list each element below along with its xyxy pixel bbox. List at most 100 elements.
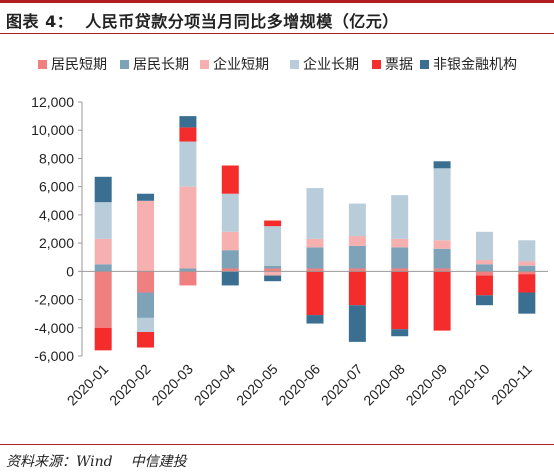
- x-tick-label: 2020-01: [64, 361, 112, 409]
- legend-label: 居民短期: [51, 56, 107, 72]
- title-text: 人民币贷款分项当月同比多增规模（亿元）: [85, 12, 399, 31]
- bar-segment: [221, 250, 239, 269]
- bar-segment: [137, 317, 155, 333]
- y-tick-label: 6,000: [39, 179, 74, 195]
- y-tick-label: -2,000: [34, 292, 74, 308]
- bar-segment: [306, 268, 324, 272]
- legend-swatch: [120, 60, 129, 69]
- x-tick-label: 2020-07: [318, 361, 366, 409]
- legend-label: 居民长期: [133, 56, 189, 72]
- y-tick-label: 4,000: [39, 207, 74, 223]
- bar-segment: [348, 305, 366, 342]
- stacked-bar-chart: 居民短期 居民长期 企业短期 企业长期 票据 非银金融机构 -6,000 -4,000 -2,…: [31, 56, 548, 409]
- bar-segment: [391, 271, 409, 330]
- bar-segment: [94, 202, 112, 239]
- source-org: 中信建投: [130, 454, 187, 470]
- bar-segment: [306, 247, 324, 269]
- y-tick-label: 10,000: [31, 122, 74, 138]
- footer: 资料来源：Wind 中信建投: [0, 444, 554, 474]
- figure-label: 图表 4：: [6, 12, 74, 31]
- bar-segment: [391, 329, 409, 337]
- bar-segment: [518, 271, 536, 275]
- title-bar: 图表 4： 人民币贷款分项当月同比多增规模（亿元）: [0, 0, 554, 34]
- bar-segment: [348, 236, 366, 246]
- bar-segment: [264, 226, 282, 266]
- legend-swatch: [420, 60, 429, 69]
- x-tick-label: 2020-06: [275, 361, 323, 409]
- x-axis: 2020-012020-022020-032020-042020-052020-…: [64, 270, 548, 409]
- bar-segment: [264, 271, 282, 276]
- bars: [94, 116, 536, 351]
- bar-segment: [221, 271, 239, 286]
- bar-segment: [179, 271, 197, 286]
- legend-swatch: [38, 60, 47, 69]
- y-tick-label: 8,000: [39, 150, 74, 166]
- bar-segment: [179, 186, 197, 269]
- bar-segment: [475, 275, 493, 296]
- legend: 居民短期 居民长期 企业短期 企业长期 票据 非银金融机构: [38, 56, 517, 72]
- bar-segment: [518, 240, 536, 262]
- bar-segment: [518, 265, 536, 272]
- bar-segment: [348, 203, 366, 237]
- legend-swatch: [200, 60, 209, 69]
- bar-segment: [433, 240, 451, 249]
- bar-segment: [391, 268, 409, 272]
- bar-segment: [518, 292, 536, 314]
- source-label: 资料来源：Wind: [6, 454, 113, 470]
- y-tick-label: 12,000: [31, 94, 74, 110]
- chart-title: 图表 4： 人民币贷款分项当月同比多增规模（亿元）: [6, 8, 399, 32]
- y-tick-label: 2,000: [39, 235, 74, 251]
- bar-segment: [264, 275, 282, 282]
- bar-segment: [433, 271, 451, 331]
- bar-segment: [137, 200, 155, 272]
- y-tick-label: 0: [66, 263, 74, 279]
- bar-segment: [94, 327, 112, 351]
- y-tick-label: -4,000: [34, 320, 74, 336]
- x-tick-label: 2020-11: [488, 361, 535, 408]
- legend-label: 票据: [385, 56, 413, 72]
- bar-segment: [137, 193, 155, 201]
- bar-segment: [391, 247, 409, 269]
- bar-segment: [221, 268, 239, 272]
- bar-segment: [475, 260, 493, 265]
- bar-segment: [475, 264, 493, 272]
- x-tick-label: 2020-02: [106, 361, 154, 409]
- bar-segment: [306, 238, 324, 248]
- x-tick-label: 2020-08: [360, 361, 408, 409]
- legend-swatch: [372, 60, 381, 69]
- bar-segment: [306, 271, 324, 316]
- bar-segment: [348, 245, 366, 269]
- bar-segment: [518, 261, 536, 266]
- x-tick-label: 2020-10: [445, 361, 493, 409]
- bar-segment: [221, 193, 239, 232]
- bar-segment: [433, 168, 451, 241]
- legend-swatch: [290, 60, 299, 69]
- bar-segment: [221, 165, 239, 194]
- legend-label: 企业短期: [213, 56, 269, 72]
- bar-segment: [179, 268, 197, 272]
- bar-segment: [391, 238, 409, 248]
- bar-segment: [475, 231, 493, 261]
- bar-segment: [94, 271, 112, 328]
- source-note: 资料来源：Wind 中信建投: [6, 451, 187, 471]
- bar-segment: [475, 295, 493, 306]
- y-axis: -6,000 -4,000 -2,000 0 2,000 4,000 6,000 8,000 1…: [31, 94, 83, 364]
- bar-segment: [475, 271, 493, 276]
- bar-segment: [179, 127, 197, 142]
- y-tick-label: -6,000: [34, 348, 74, 364]
- bar-segment: [433, 248, 451, 269]
- bar-segment: [518, 274, 536, 293]
- bar-segment: [94, 264, 112, 272]
- bar-segment: [306, 315, 324, 324]
- bar-segment: [221, 231, 239, 251]
- bar-segment: [433, 161, 451, 169]
- bar-segment: [264, 265, 282, 269]
- x-tick-label: 2020-04: [191, 361, 239, 409]
- legend-label: 企业长期: [303, 56, 359, 72]
- x-tick-label: 2020-03: [148, 361, 196, 409]
- bar-segment: [391, 195, 409, 239]
- bar-segment: [179, 141, 197, 187]
- bar-segment: [348, 268, 366, 272]
- bar-segment: [306, 188, 324, 239]
- bar-segment: [264, 220, 282, 227]
